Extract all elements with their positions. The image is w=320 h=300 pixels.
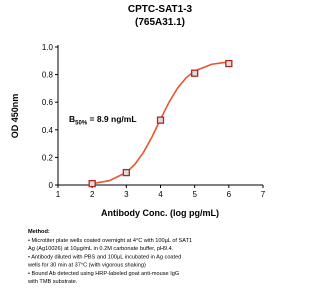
- data-point: [156, 116, 165, 124]
- x-tick-label: 4: [158, 190, 163, 199]
- method-line: wells for 30 min at 37°C (with vigorous …: [27, 263, 146, 269]
- page: {"chart_data": {"type": "scatter", "titl…: [10, 4, 266, 285]
- method-title: Method:: [28, 229, 50, 235]
- method-line: • Microtiter plate wells coated overnigh…: [28, 238, 192, 244]
- chart-subtitle: (765A31.1): [135, 17, 185, 28]
- y-axis-label: OD 450nm: [10, 94, 20, 139]
- x-axis-label: Antibody Conc. (log pg/mL): [101, 208, 219, 218]
- method-line: with TMB substrate.: [27, 279, 78, 285]
- x-tick-label: 5: [192, 190, 197, 199]
- data-point: [88, 179, 96, 188]
- chart-title: CPTC-SAT1-3: [128, 4, 193, 15]
- chart: CPTC-SAT1-3 (765A31.1) Antibody Conc. (l…: [10, 4, 266, 285]
- y-tick-label: 0: [49, 181, 54, 190]
- y-tick-label: 1.0: [42, 43, 54, 52]
- method-line: Ag (Ag10026) at 10µg/mL in 0.2M carbonat…: [28, 246, 174, 252]
- annotation-sub: 50%: [75, 121, 88, 127]
- annotation-main: B: [69, 114, 75, 124]
- data-point: [191, 69, 199, 77]
- annotation-rest: = 8.9 ng/mL: [87, 114, 136, 124]
- x-tick-label: 6: [227, 190, 232, 199]
- x-tick-label: 2: [90, 190, 95, 199]
- data-point: [225, 59, 233, 68]
- y-tick-label: 0.8: [42, 71, 54, 80]
- y-tick-label: 0.6: [42, 98, 54, 107]
- x-tick-label: 1: [56, 190, 61, 199]
- method-line: • Antibody diluted with PBS and 100µL in…: [28, 254, 181, 260]
- annotation: B50% = 8.9 ng/mL: [69, 114, 137, 127]
- y-tick-label: 0.2: [42, 153, 54, 162]
- method-line: • Bound Ab detected using HRP-labeled go…: [28, 271, 179, 277]
- data-point: [122, 168, 130, 177]
- x-tick-label: 3: [124, 190, 129, 199]
- y-tick-label: 0.4: [42, 126, 54, 135]
- x-tick-label: 7: [261, 190, 266, 199]
